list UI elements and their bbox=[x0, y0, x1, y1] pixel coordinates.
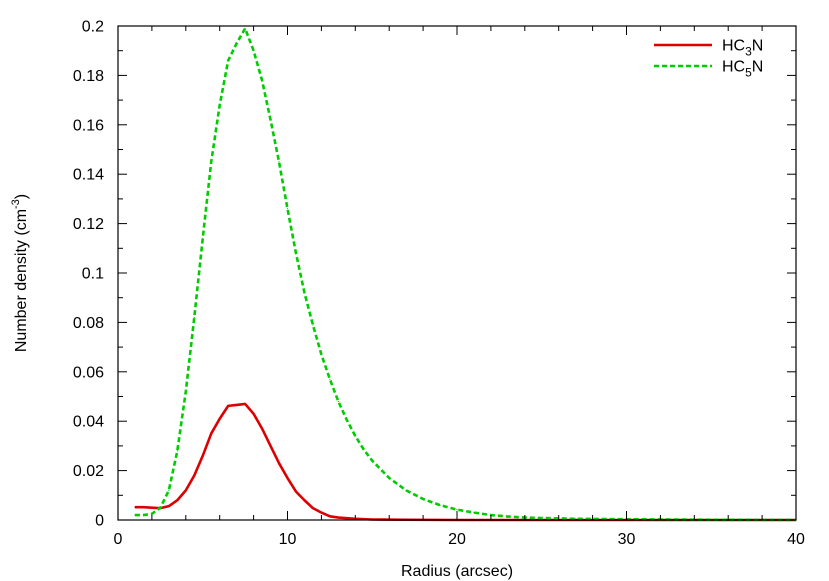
axis-ticks: 0 10 20 30 40 0 0.02 0.04 0.06 0.08 0.1 0.12 0.14 0.1… bbox=[73, 19, 805, 549]
x-tick-label: 0 bbox=[114, 531, 123, 548]
data-point-hc3n bbox=[329, 515, 331, 517]
x-tick-label: 10 bbox=[279, 531, 297, 548]
data-point-hc5n bbox=[269, 119, 272, 121]
y-tick-label: 0.12 bbox=[73, 216, 104, 233]
x-tick-label: 20 bbox=[448, 531, 466, 548]
data-point-hc5n bbox=[575, 518, 577, 520]
data-point-hc3n bbox=[134, 506, 136, 508]
data-point-hc3n bbox=[278, 462, 280, 464]
data-point-hc5n bbox=[303, 292, 306, 294]
data-point-hc5n bbox=[456, 509, 458, 511]
legend-label-hc3n: HC3N bbox=[722, 38, 763, 59]
legend-label-hc5n: HC5N bbox=[722, 59, 763, 80]
data-point-hc3n bbox=[320, 511, 322, 514]
data-point-hc5n bbox=[354, 435, 356, 437]
data-point-hc5n bbox=[185, 390, 187, 393]
y-tick-label: 0.08 bbox=[73, 315, 104, 332]
data-point-hc5n bbox=[541, 517, 543, 519]
data-point-hc5n bbox=[193, 316, 195, 319]
data-point-hc5n bbox=[227, 59, 229, 62]
data-point-hc5n bbox=[176, 450, 178, 452]
data-point-hc3n bbox=[210, 432, 212, 435]
data-point-hc5n bbox=[219, 104, 221, 106]
data-point-hc5n bbox=[295, 252, 297, 254]
data-point-hc5n bbox=[337, 400, 339, 403]
data-point-hc5n bbox=[363, 449, 365, 451]
x-tick-label: 40 bbox=[787, 531, 805, 548]
y-tick-label: 0.04 bbox=[73, 414, 104, 431]
data-point-hc5n bbox=[286, 208, 289, 210]
data-point-hc5n bbox=[244, 27, 246, 30]
data-point-hc5n bbox=[168, 489, 170, 491]
data-point-hc5n bbox=[388, 477, 390, 479]
data-point-hc5n bbox=[278, 161, 280, 163]
y-axis-label: Number density (cm-3) bbox=[10, 194, 30, 352]
chart-marks bbox=[134, 27, 797, 522]
y-tick-label: 0.06 bbox=[73, 364, 104, 381]
data-point-hc5n bbox=[202, 237, 204, 240]
data-point-hc5n bbox=[507, 515, 509, 518]
y-tick-label: 0.02 bbox=[73, 463, 104, 480]
data-point-hc3n bbox=[168, 505, 170, 507]
data-point-hc3n bbox=[244, 403, 246, 405]
y-tick-label: 0.16 bbox=[73, 117, 104, 134]
data-point-hc3n bbox=[303, 499, 306, 501]
series-line-hc3n bbox=[134, 402, 796, 522]
y-tick-label: 0.2 bbox=[82, 19, 104, 36]
data-point-hc3n bbox=[185, 489, 187, 491]
data-point-hc5n bbox=[210, 161, 212, 163]
data-point-hc3n bbox=[236, 404, 238, 406]
data-point-hc5n bbox=[134, 514, 136, 516]
data-point-hc3n bbox=[261, 428, 263, 430]
data-point-hc5n bbox=[236, 42, 238, 44]
y-tick-label: 0 bbox=[95, 513, 104, 530]
y-tick-label: 0.1 bbox=[82, 266, 104, 283]
data-point-hc3n bbox=[286, 477, 289, 479]
x-axis-label: Radius (arcsec) bbox=[401, 563, 513, 580]
data-point-hc5n bbox=[422, 498, 424, 500]
data-point-hc5n bbox=[151, 513, 153, 515]
y-axis-label-suffix: ) bbox=[13, 194, 30, 199]
y-axis-label-sup: -3 bbox=[10, 199, 22, 209]
data-point-hc3n bbox=[227, 405, 229, 407]
data-point-hc5n bbox=[253, 50, 255, 52]
data-point-hc3n bbox=[295, 491, 297, 493]
data-point-hc3n bbox=[202, 455, 204, 457]
data-point-hc5n bbox=[405, 489, 407, 491]
y-axis-label-prefix: Number density (cm bbox=[13, 209, 30, 352]
y-tick-label: 0.14 bbox=[73, 167, 104, 184]
data-point-hc5n bbox=[473, 511, 475, 514]
data-point-hc3n bbox=[269, 445, 272, 447]
data-point-hc3n bbox=[142, 506, 145, 508]
data-point-hc5n bbox=[320, 353, 322, 356]
data-point-hc5n bbox=[346, 419, 348, 421]
y-tick-label: 0.18 bbox=[73, 68, 104, 85]
data-point-hc5n bbox=[312, 324, 314, 326]
data-point-hc3n bbox=[219, 418, 221, 420]
data-point-hc3n bbox=[176, 499, 178, 501]
data-point-hc5n bbox=[371, 460, 373, 462]
data-point-hc3n bbox=[253, 413, 255, 415]
data-point-hc5n bbox=[439, 504, 441, 506]
data-point-hc5n bbox=[159, 507, 161, 509]
x-tick-label: 30 bbox=[618, 531, 636, 548]
series-line-hc5n bbox=[134, 27, 797, 522]
data-point-hc3n bbox=[193, 474, 195, 477]
data-point-hc5n bbox=[142, 514, 145, 516]
data-point-hc3n bbox=[151, 507, 153, 509]
data-point-hc3n bbox=[337, 516, 339, 519]
data-point-hc5n bbox=[261, 79, 263, 81]
data-point-hc5n bbox=[329, 378, 331, 380]
data-point-hc3n bbox=[312, 507, 314, 509]
